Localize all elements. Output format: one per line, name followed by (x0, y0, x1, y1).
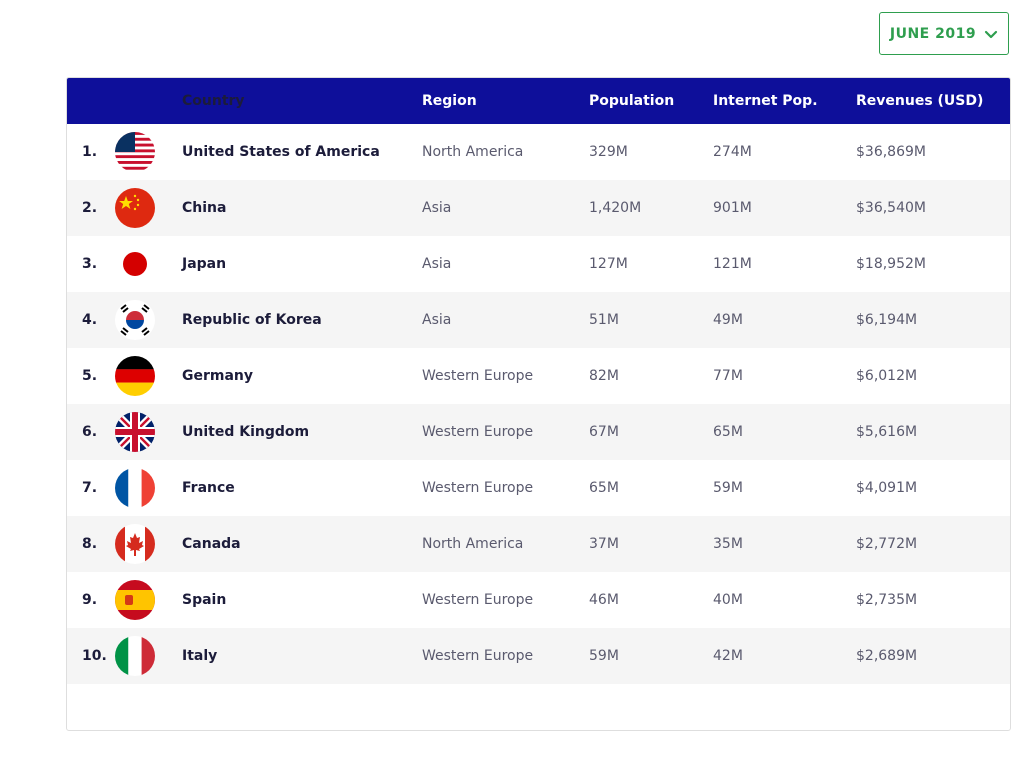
internet-pop-cell: 77M (713, 368, 743, 384)
country-cell: Italy (182, 648, 218, 664)
internet-pop-cell: 901M (713, 200, 752, 216)
table-row: 4. Republic of Korea Asia 51M 49M $6,194M (67, 292, 1010, 348)
region-cell: Asia (422, 312, 452, 328)
internet-pop-cell: 65M (713, 424, 743, 440)
revenues-cell: $6,194M (856, 312, 918, 328)
table-row: 5. Germany Western Europe 82M 77M $6,012M (67, 348, 1010, 404)
revenues-cell: $18,952M (856, 256, 926, 272)
revenues-cell: $5,616M (856, 424, 918, 440)
uk-flag-icon (115, 412, 155, 452)
header-population: Population (589, 93, 675, 109)
ranking-table: Country Region Population Internet Pop. … (66, 77, 1011, 731)
internet-pop-cell: 40M (713, 592, 743, 608)
chevron-down-icon (984, 27, 998, 41)
japan-flag-icon (115, 244, 155, 284)
country-cell: Germany (182, 368, 254, 384)
spain-flag-icon (115, 580, 155, 620)
table-row: 9. Spain Western Europe 46M 40M $2,735M (67, 572, 1010, 628)
month-selector-button[interactable]: JUNE 2019 (879, 12, 1009, 55)
table-row: 7. France Western Europe 65M 59M $4,091M (67, 460, 1010, 516)
usa-flag-icon (115, 132, 155, 172)
region-cell: North America (422, 144, 524, 160)
rank-cell: 9. (82, 592, 98, 608)
table-row: 10. Italy Western Europe 59M 42M $2,689M (67, 628, 1010, 684)
table-row: 8. Canada North America 37M 35M $2,772M (67, 516, 1010, 572)
country-cell: France (182, 480, 235, 496)
revenues-cell: $36,540M (856, 200, 926, 216)
population-cell: 1,420M (589, 200, 642, 216)
revenues-cell: $2,772M (856, 536, 918, 552)
population-cell: 329M (589, 144, 628, 160)
rank-cell: 2. (82, 200, 98, 216)
country-cell: Japan (182, 256, 227, 272)
germany-flag-icon (115, 356, 155, 396)
month-selector-label: JUNE 2019 (889, 25, 977, 42)
internet-pop-cell: 42M (713, 648, 743, 664)
china-flag-icon (115, 188, 155, 228)
revenues-cell: $6,012M (856, 368, 918, 384)
rank-cell: 6. (82, 424, 98, 440)
internet-pop-cell: 274M (713, 144, 752, 160)
table-body: 1. United States of America North America 3… (67, 124, 1010, 684)
region-cell: Western Europe (422, 648, 534, 664)
revenues-cell: $2,735M (856, 592, 918, 608)
header-region: Region (422, 93, 477, 109)
region-cell: Western Europe (422, 424, 534, 440)
table-row: 1. United States of America North America 3… (67, 124, 1010, 180)
country-cell: Canada (182, 536, 241, 552)
rank-cell: 7. (82, 480, 98, 496)
header-country: Country (182, 93, 245, 109)
table-row: 6. United Kingdom Western Europe 67M 65M $5,6… (67, 404, 1010, 460)
region-cell: North America (422, 536, 524, 552)
region-cell: Western Europe (422, 368, 534, 384)
revenues-cell: $4,091M (856, 480, 918, 496)
population-cell: 67M (589, 424, 619, 440)
population-cell: 65M (589, 480, 619, 496)
table-header: Country Region Population Internet Pop. … (67, 78, 1010, 124)
rank-cell: 10. (82, 648, 107, 664)
revenues-cell: $2,689M (856, 648, 918, 664)
rank-cell: 1. (82, 144, 98, 160)
rank-cell: 3. (82, 256, 98, 272)
header-internet-pop: Internet Pop. (713, 93, 818, 109)
country-cell: Republic of Korea (182, 312, 322, 328)
country-cell: United States of America (182, 144, 380, 160)
korea-flag-icon (115, 300, 155, 340)
rank-cell: 8. (82, 536, 98, 552)
rank-cell: 5. (82, 368, 98, 384)
region-cell: Asia (422, 256, 452, 272)
population-cell: 127M (589, 256, 628, 272)
table-row: 3. Japan Asia 127M 121M $18,952M (67, 236, 1010, 292)
header-revenues: Revenues (USD) (856, 93, 984, 109)
country-cell: China (182, 200, 227, 216)
population-cell: 82M (589, 368, 619, 384)
region-cell: Western Europe (422, 480, 534, 496)
canada-flag-icon (115, 524, 155, 564)
france-flag-icon (115, 468, 155, 508)
population-cell: 51M (589, 312, 619, 328)
internet-pop-cell: 35M (713, 536, 743, 552)
internet-pop-cell: 121M (713, 256, 752, 272)
country-cell: United Kingdom (182, 424, 310, 440)
region-cell: Western Europe (422, 592, 534, 608)
revenues-cell: $36,869M (856, 144, 926, 160)
table-row: 2. China Asia 1,420M 901M $36,540M (67, 180, 1010, 236)
internet-pop-cell: 49M (713, 312, 743, 328)
population-cell: 46M (589, 592, 619, 608)
population-cell: 59M (589, 648, 619, 664)
italy-flag-icon (115, 636, 155, 676)
internet-pop-cell: 59M (713, 480, 743, 496)
population-cell: 37M (589, 536, 619, 552)
rank-cell: 4. (82, 312, 98, 328)
country-cell: Spain (182, 592, 227, 608)
region-cell: Asia (422, 200, 452, 216)
